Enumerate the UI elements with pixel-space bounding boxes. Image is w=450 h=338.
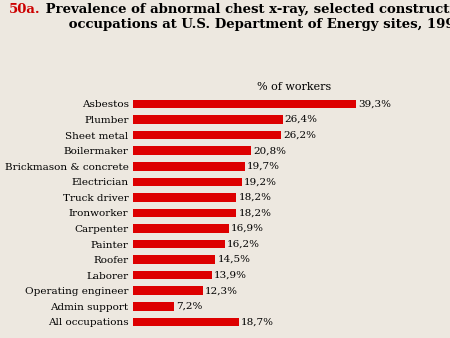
Text: % of workers: % of workers: [257, 82, 332, 92]
Bar: [133, 287, 202, 295]
Text: 13,9%: 13,9%: [214, 271, 247, 280]
Text: Prevalence of abnormal chest x-ray, selected construction
      occupations at U: Prevalence of abnormal chest x-ray, sele…: [41, 3, 450, 31]
Bar: [133, 193, 236, 202]
Bar: [133, 115, 283, 124]
Bar: [133, 100, 356, 108]
Text: 26,2%: 26,2%: [284, 130, 317, 140]
Text: 20,8%: 20,8%: [253, 146, 286, 155]
Bar: [133, 271, 212, 280]
Text: 12,3%: 12,3%: [205, 286, 238, 295]
Text: 50a.: 50a.: [9, 3, 40, 16]
Bar: [133, 131, 281, 139]
Text: 18,7%: 18,7%: [241, 317, 274, 327]
Text: 16,2%: 16,2%: [227, 240, 260, 248]
Bar: [133, 177, 242, 186]
Text: 19,7%: 19,7%: [247, 162, 280, 171]
Bar: [133, 146, 251, 155]
Bar: [133, 240, 225, 248]
Text: 39,3%: 39,3%: [358, 99, 391, 108]
Text: 16,9%: 16,9%: [231, 224, 264, 233]
Bar: [133, 255, 215, 264]
Bar: [133, 318, 239, 326]
Text: 14,5%: 14,5%: [217, 255, 250, 264]
Bar: [133, 162, 244, 171]
Bar: [133, 209, 236, 217]
Text: 18,2%: 18,2%: [238, 193, 271, 202]
Bar: [133, 224, 229, 233]
Text: 26,4%: 26,4%: [285, 115, 318, 124]
Text: 19,2%: 19,2%: [244, 177, 277, 186]
Text: 7,2%: 7,2%: [176, 302, 202, 311]
Bar: [133, 302, 174, 311]
Text: 18,2%: 18,2%: [238, 209, 271, 217]
